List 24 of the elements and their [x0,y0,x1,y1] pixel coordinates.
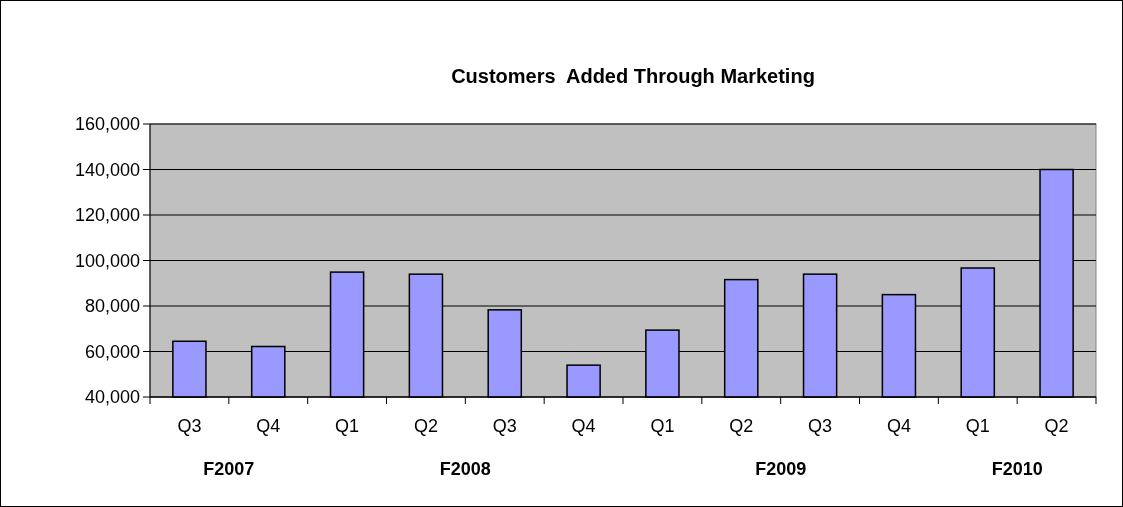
x-tick-label: Q4 [256,416,281,436]
text: F2010 [991,459,1043,479]
x-tick-label: Q2 [729,416,754,436]
chart-title: Customers Added Through Marketing [451,65,815,87]
x-tick-label: Q1 [335,416,360,436]
y-tick-label: 120,000 [74,205,140,226]
x-tick-label: Q4 [886,416,911,436]
x-tick-label: Q3 [492,416,517,436]
text: F2009 [755,459,807,479]
x-tick-label: Q1 [965,416,990,436]
y-tick-label: 40,000 [84,387,140,408]
y-tick-label: 80,000 [84,296,140,317]
x-tick-label: Q2 [413,416,438,436]
y-tick-label: 160,000 [74,114,140,135]
text: F2007 [203,459,255,479]
y-tick-label: 140,000 [74,159,140,180]
x-tick-label: Q3 [177,416,202,436]
x-tick-label: Q1 [650,416,675,436]
x-tick-label: Q2 [1044,416,1069,436]
x-tick-label: Q3 [808,416,833,436]
y-tick-label: 60,000 [84,341,140,362]
x-tick-label: Q4 [571,416,596,436]
y-tick-label: 100,000 [74,250,140,271]
text: F2008 [439,459,491,479]
